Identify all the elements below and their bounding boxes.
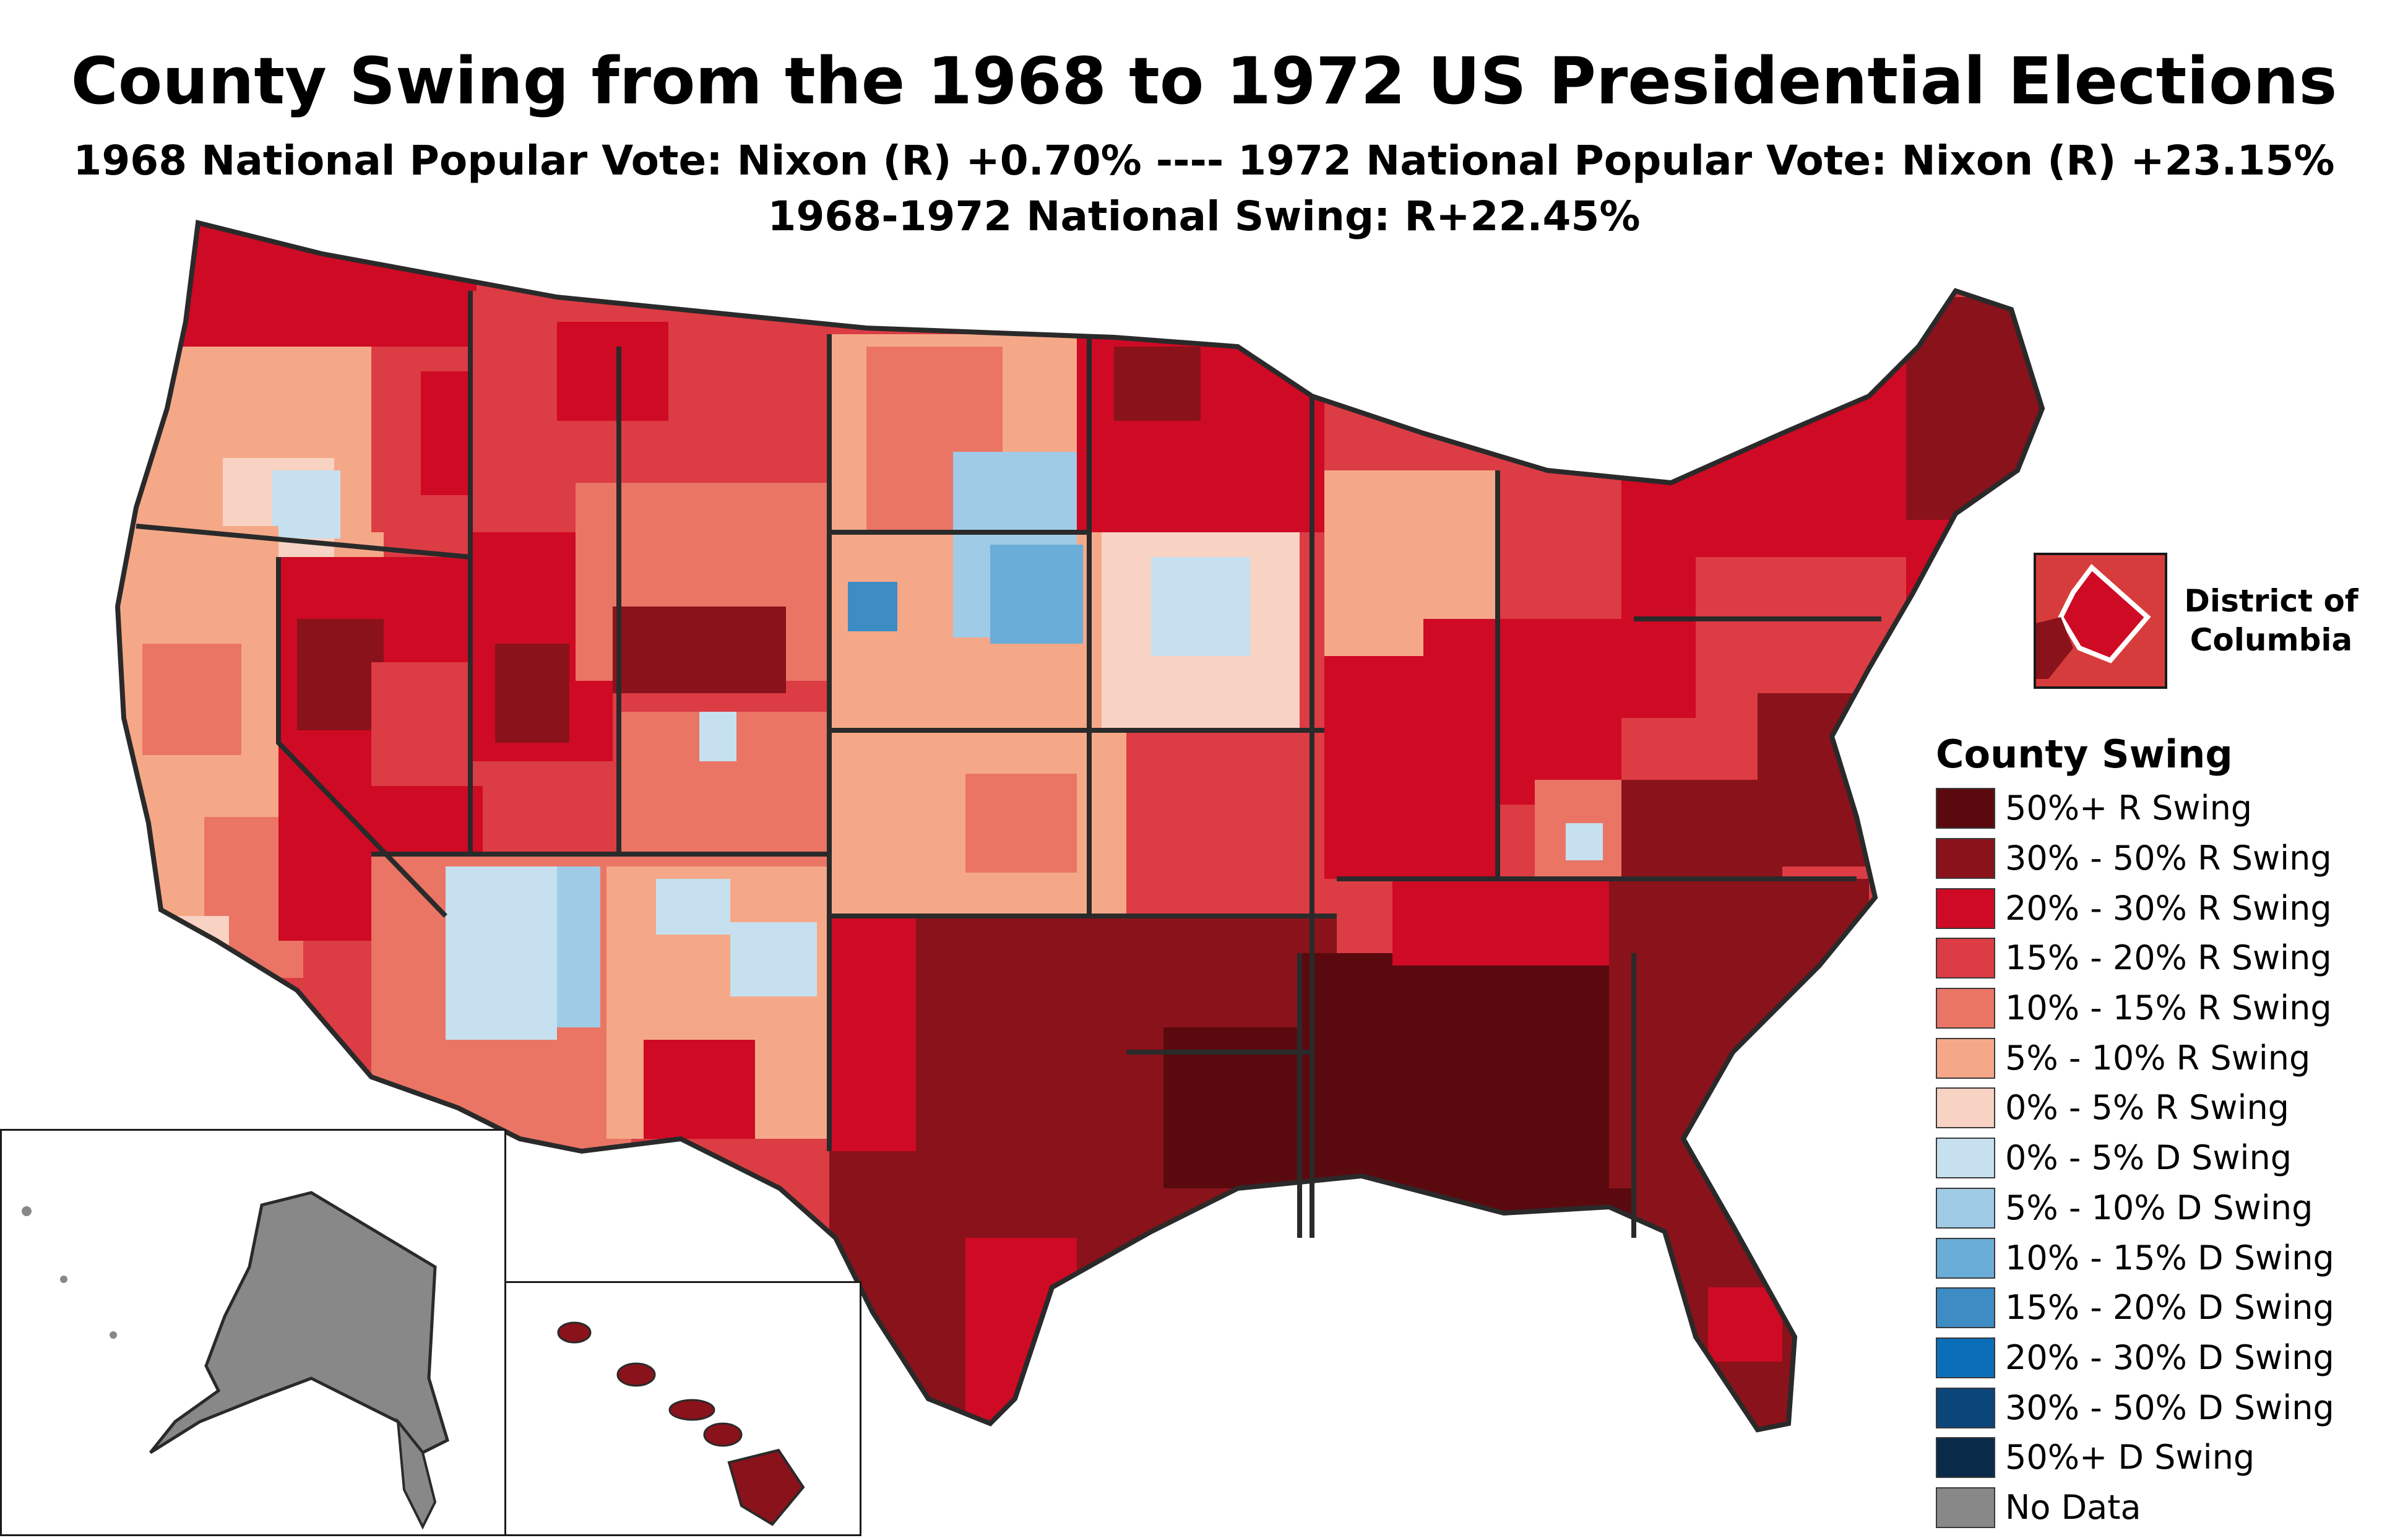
legend-item: 20% - 30% R Swing bbox=[1936, 883, 2394, 933]
legend-swatch bbox=[1936, 788, 1995, 829]
legend-item: 50%+ D Swing bbox=[1936, 1433, 2394, 1483]
legend-label: 50%+ R Swing bbox=[2005, 788, 2253, 828]
legend-label: 10% - 15% D Swing bbox=[2005, 1238, 2334, 1277]
legend-label: 30% - 50% R Swing bbox=[2005, 839, 2332, 878]
dc-boundary-shape bbox=[2036, 555, 2165, 686]
legend-label: 10% - 15% R Swing bbox=[2005, 988, 2332, 1028]
legend-swatch bbox=[1936, 1237, 1995, 1279]
legend-swatch bbox=[1936, 1387, 1995, 1428]
legend-swatch bbox=[1936, 1337, 1995, 1378]
legend-swatch bbox=[1936, 1037, 1995, 1079]
map-subtitle-national-swing: 1968-1972 National Swing: R+22.45% bbox=[767, 192, 1641, 240]
hawaii-shape bbox=[557, 1321, 805, 1526]
legend-item: 5% - 10% R Swing bbox=[1936, 1033, 2394, 1083]
legend-item: No Data bbox=[1936, 1483, 2394, 1533]
legend-label: 20% - 30% D Swing bbox=[2005, 1337, 2334, 1377]
legend-swatch bbox=[1936, 988, 1995, 1029]
legend-swatch bbox=[1936, 938, 1995, 979]
legend-item: 5% - 10% D Swing bbox=[1936, 1183, 2394, 1233]
region-southwest bbox=[371, 712, 879, 1151]
legend-label: 0% - 5% D Swing bbox=[2005, 1138, 2292, 1178]
legend-swatch bbox=[1936, 888, 1995, 929]
legend-label: 15% - 20% R Swing bbox=[2005, 938, 2332, 978]
legend-item: 0% - 5% D Swing bbox=[1936, 1133, 2394, 1183]
legend-title: County Swing bbox=[1936, 732, 2233, 777]
legend-item: 15% - 20% D Swing bbox=[1936, 1283, 2394, 1333]
legend-label: 20% - 30% R Swing bbox=[2005, 888, 2332, 928]
dc-inset-map bbox=[2034, 553, 2167, 689]
legend-swatch bbox=[1936, 1287, 1995, 1329]
legend-swatch bbox=[1936, 1437, 1995, 1479]
alaska-inset bbox=[0, 1129, 506, 1536]
legend-label: 50%+ D Swing bbox=[2005, 1438, 2255, 1477]
legend-label: 5% - 10% R Swing bbox=[2005, 1038, 2311, 1078]
region-california bbox=[118, 526, 303, 1145]
legend-item: 20% - 30% D Swing bbox=[1936, 1333, 2394, 1383]
dc-inset-label: District of Columbia bbox=[2184, 583, 2358, 658]
alaska-shape bbox=[22, 1191, 449, 1530]
map-subtitle-popular-vote: 1968 National Popular Vote: Nixon (R) +0… bbox=[73, 137, 2335, 184]
legend-item: 30% - 50% R Swing bbox=[1936, 834, 2394, 884]
legend-label: 5% - 10% D Swing bbox=[2005, 1188, 2313, 1227]
legend-label: 15% - 20% D Swing bbox=[2005, 1288, 2334, 1328]
legend-item: 50%+ R Swing bbox=[1936, 784, 2394, 834]
legend-label: 0% - 5% R Swing bbox=[2005, 1088, 2289, 1128]
map-title: County Swing from the 1968 to 1972 US Pr… bbox=[71, 43, 2337, 119]
state-boundaries bbox=[114, 220, 2045, 1433]
legend-items: 50%+ R Swing 30% - 50% R Swing 20% - 30% R… bbox=[1936, 784, 2394, 1532]
legend-label: No Data bbox=[2005, 1487, 2141, 1527]
legend-swatch bbox=[1936, 1187, 1995, 1229]
legend-item: 0% - 5% R Swing bbox=[1936, 1083, 2394, 1133]
legend-swatch bbox=[1936, 838, 1995, 879]
legend-item: 15% - 20% R Swing bbox=[1936, 933, 2394, 983]
legend-label: 30% - 50% D Swing bbox=[2005, 1388, 2334, 1427]
map-legend: County Swing 50%+ R Swing 30% - 50% R Swi… bbox=[1936, 735, 2394, 1532]
legend-item: 10% - 15% D Swing bbox=[1936, 1233, 2394, 1283]
legend-item: 10% - 15% R Swing bbox=[1936, 983, 2394, 1034]
legend-item: 30% - 50% D Swing bbox=[1936, 1383, 2394, 1433]
legend-swatch bbox=[1936, 1087, 1995, 1129]
legend-swatch bbox=[1936, 1138, 1995, 1179]
hawaii-inset bbox=[504, 1281, 861, 1536]
legend-swatch bbox=[1936, 1487, 1995, 1528]
